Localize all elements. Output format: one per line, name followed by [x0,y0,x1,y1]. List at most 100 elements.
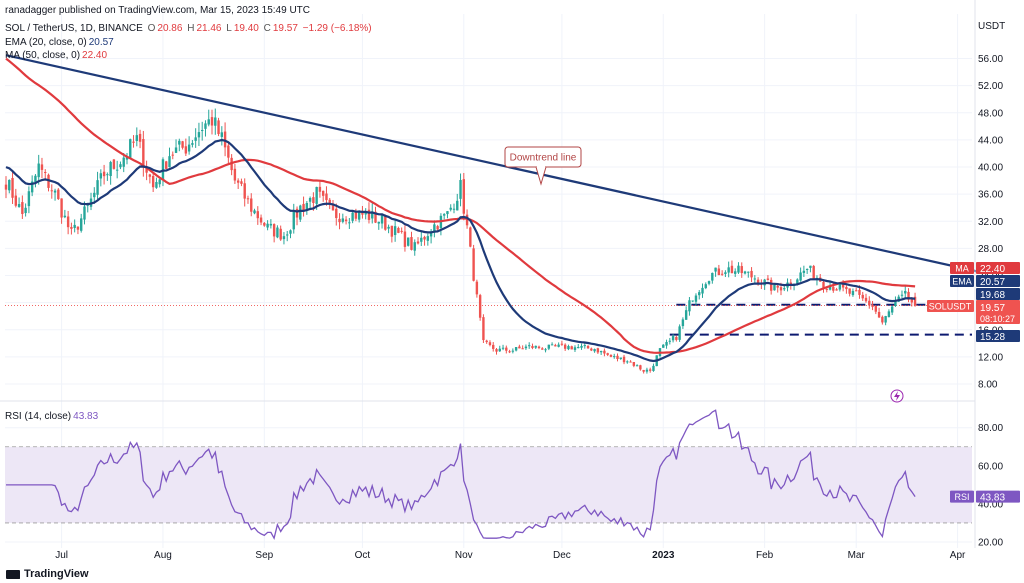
candle-body [181,141,184,148]
candle-body [286,234,289,236]
candle-body [233,168,237,181]
candle-body [590,348,593,351]
candle-body [266,223,269,228]
candle-body [272,224,276,237]
candle-body [881,316,884,323]
candle-body [348,222,351,224]
candle-body [109,162,112,177]
tradingview-logo: TradingView [6,568,89,580]
candle-body [593,349,596,352]
candle-body [4,184,8,190]
candle-body [30,181,34,193]
candle-body [135,135,138,141]
candle-body [220,132,224,137]
candle-body [498,348,501,352]
candle-body [642,369,645,372]
ma-legend-value: 22.40 [82,50,108,61]
candle-body [913,296,917,306]
candle-body [907,291,910,300]
candle-body [357,210,361,220]
candle-body [263,222,266,226]
rsi-tag-label: RSI [954,492,969,502]
candle-body [501,347,505,349]
candle-body [50,190,53,192]
candle-body [665,341,668,346]
candle-body [119,164,122,168]
moving-averages [5,57,916,363]
candle-body [462,179,465,214]
candle-body [845,287,848,290]
date-tick-label: Nov [455,550,473,561]
ma-tag-value-bg [976,262,1020,274]
candle-body [743,271,747,274]
price-tick-label: 12.00 [978,352,1003,363]
candle-body [868,300,871,306]
candle-body [407,237,410,246]
candle-body [557,344,560,347]
candle-body [684,310,688,320]
candle-body [662,344,665,348]
candle-body [442,214,446,216]
candle-body [371,211,374,219]
candle-body [475,281,479,295]
candle-body [514,347,518,351]
ema-legend-label: EMA (20, close, 0) [5,37,87,48]
candle-body [855,290,858,292]
candle-body [871,304,874,307]
credit-line: ranadagger published on TradingView.com,… [5,5,311,16]
candle-body [112,159,116,169]
high-value: 21.46 [196,23,222,34]
candle-body [184,146,188,154]
candle-body [423,236,426,240]
price-axis-unit: USDT [978,21,1005,32]
candle-body [809,265,812,268]
price-tick-label: 32.00 [978,217,1003,228]
candle-body [341,218,345,222]
downtrend-line-stroke [5,54,981,274]
candle-body [168,156,171,168]
candle-body [155,182,158,188]
candle-body [524,346,528,349]
candle-body [485,340,488,343]
candle-body [537,346,541,349]
candle-body [210,117,214,126]
rsi-band [5,446,972,523]
candle-body [148,174,152,177]
candle-body [374,211,377,223]
price-tick-label: 28.00 [978,244,1003,255]
candle-body [910,298,913,303]
candle-body [8,179,11,191]
candle-body [613,356,616,358]
candle-body [37,163,40,178]
candle-body [380,215,384,224]
low-label: L [226,23,232,34]
close-value: 19.57 [272,23,298,34]
candle-body [40,164,44,170]
candle-body [541,348,544,350]
candle-body [335,208,338,219]
candle-body [534,345,537,348]
candle-body [305,203,309,211]
candle-body [691,300,694,302]
candle-body [132,141,135,143]
rsi-tick-label: 80.00 [978,423,1003,434]
ema-tag-value: 20.57 [980,277,1005,288]
candle-body [456,200,459,211]
candle-body [518,346,521,349]
candle-body [799,272,802,281]
candle-body [851,290,855,296]
candle-body [115,169,119,171]
candle-body [312,197,315,203]
rsi-tick-label: 60.00 [978,461,1003,472]
candle-body [841,283,845,288]
candle-body [783,288,786,290]
candle-body [599,351,603,353]
candle-body [694,295,698,302]
candle-body [151,176,155,188]
open-label: O [147,23,156,34]
candle-body [805,268,809,270]
candle-body [465,214,469,226]
candle-body [469,227,472,247]
close-label: C [263,23,271,34]
symbol-name: SOL / TetherUS, 1D, BINANCE [5,23,143,34]
